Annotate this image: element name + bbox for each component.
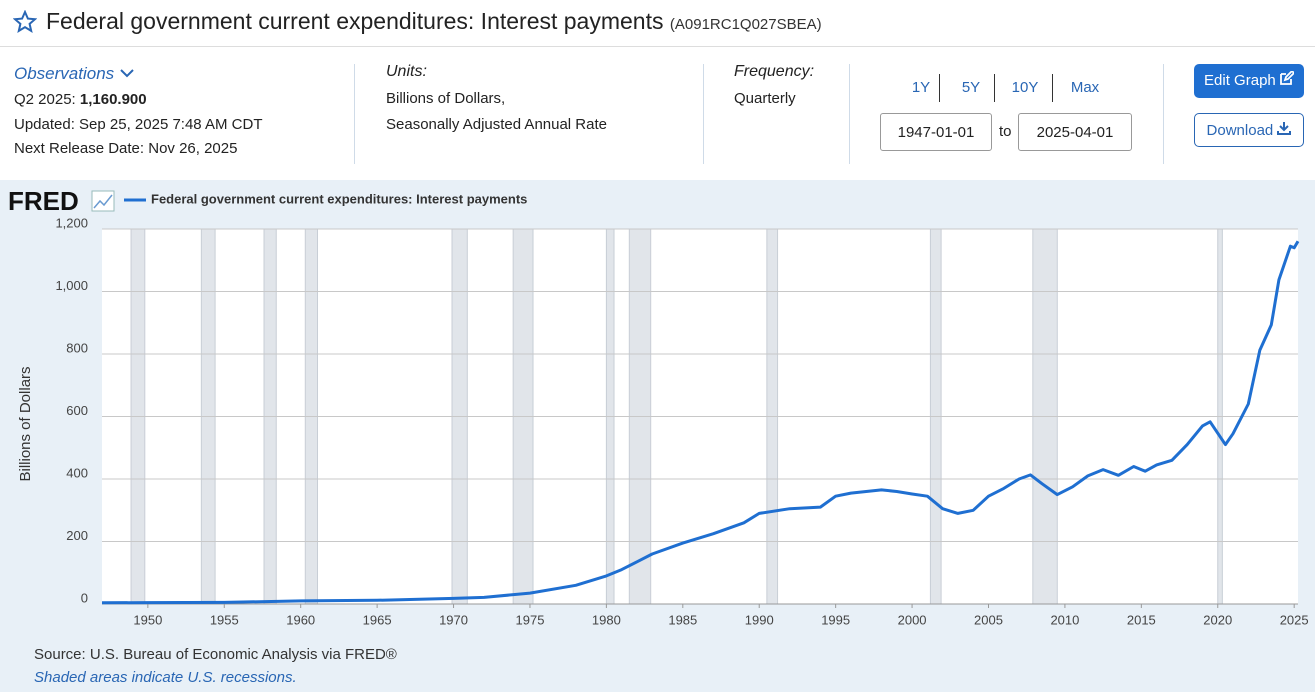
y-tick-label: 0 <box>81 590 88 605</box>
series-id: (A091RC1Q027SBEA) <box>669 16 822 33</box>
y-tick-label: 400 <box>66 465 88 480</box>
x-tick-label: 1985 <box>668 612 697 627</box>
obs-period: Q2 2025: <box>14 91 76 108</box>
observations-toggle[interactable]: Observations <box>14 64 135 84</box>
units-line: Seasonally Adjusted Annual Rate <box>386 116 607 133</box>
x-tick-label: 1995 <box>821 612 850 627</box>
title-text: Federal government current expenditures:… <box>46 8 664 34</box>
y-tick-label: 600 <box>66 403 88 418</box>
x-tick-label: 1955 <box>210 612 239 627</box>
updated: Updated: Sep 25, 2025 7:48 AM CDT <box>14 116 263 133</box>
separator <box>354 64 355 164</box>
separator <box>703 64 704 164</box>
x-tick-label: 1960 <box>286 612 315 627</box>
x-tick-label: 1970 <box>439 612 468 627</box>
next-release[interactable]: Next Release Date: Nov 26, 2025 <box>14 140 238 157</box>
y-axis-label: Billions of Dollars <box>17 366 34 481</box>
edit-icon <box>1280 69 1296 85</box>
x-tick-label: 2000 <box>898 612 927 627</box>
edit-graph-button[interactable]: Edit Graph <box>1194 64 1304 98</box>
end-date[interactable]: 2025-04-01 <box>1018 113 1132 151</box>
x-tick-label: 2010 <box>1050 612 1079 627</box>
units-label: Units: <box>386 63 427 80</box>
x-tick-label: 2020 <box>1203 612 1232 627</box>
series-title: Federal government current expenditures:… <box>46 8 822 35</box>
source: Source: U.S. Bureau of Economic Analysis… <box>34 646 397 663</box>
obs-value: 1,160.900 <box>79 91 147 108</box>
download-label: Download <box>1206 122 1274 139</box>
frequency-label: Frequency: <box>734 63 815 80</box>
observations-label: Observations <box>14 64 115 83</box>
chart: FRED Billions of Dollars Source: U.S. Bu… <box>8 186 1309 686</box>
range-separator <box>1052 74 1053 102</box>
range-separator <box>994 74 995 102</box>
y-tick-label: 200 <box>66 528 88 543</box>
fred-logo: FRED <box>8 186 79 216</box>
chart-panel: FRED Billions of Dollars Source: U.S. Bu… <box>0 180 1315 692</box>
separator <box>1163 64 1164 164</box>
separator <box>849 64 850 164</box>
x-tick-label: 1950 <box>133 612 162 627</box>
series-line <box>101 240 1300 605</box>
logo-icon <box>91 190 115 212</box>
x-tick-label: 1975 <box>516 612 545 627</box>
edit-label: Edit Graph <box>1204 72 1276 89</box>
y-tick-label: 1,200 <box>55 215 88 230</box>
favorite-star[interactable] <box>13 10 37 34</box>
range-button[interactable]: 1Y <box>911 79 931 96</box>
range-separator <box>939 74 940 102</box>
to-label: to <box>999 123 1012 140</box>
download-icon <box>1277 122 1292 135</box>
y-tick-label: 800 <box>66 340 88 355</box>
range-button[interactable]: Max <box>1070 79 1100 96</box>
chevron <box>120 69 134 78</box>
x-tick-label: 1965 <box>363 612 392 627</box>
x-tick-label: 1980 <box>592 612 621 627</box>
recession-note: Shaded areas indicate U.S. recessions. <box>34 669 297 686</box>
title-bar: Federal government current expenditures:… <box>0 0 1315 47</box>
range-button[interactable]: 5Y <box>961 79 981 96</box>
frequency-value: Quarterly <box>734 90 796 107</box>
x-tick-label: 2025 <box>1280 612 1309 627</box>
y-tick-label: 1,000 <box>55 278 88 293</box>
x-tick-label: 2015 <box>1127 612 1156 627</box>
legend-label: Federal government current expenditures:… <box>151 191 527 206</box>
download-button[interactable]: Download <box>1194 113 1304 147</box>
latest-observation: Q2 2025: 1,160.900 <box>14 91 147 108</box>
range-button[interactable]: 10Y <box>1011 79 1039 96</box>
start-date[interactable]: 1947-01-01 <box>880 113 992 151</box>
x-tick-label: 2005 <box>974 612 1003 627</box>
x-tick-label: 1990 <box>745 612 774 627</box>
units-line: Billions of Dollars, <box>386 90 506 107</box>
